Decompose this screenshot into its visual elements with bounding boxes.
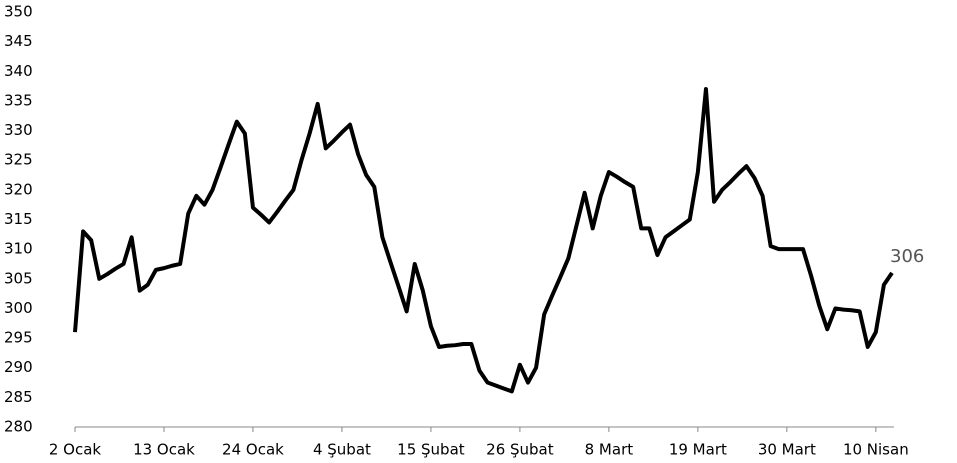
y-tick-label: 345 bbox=[4, 32, 33, 50]
y-tick-label: 340 bbox=[4, 62, 33, 80]
y-tick-label: 285 bbox=[4, 388, 33, 406]
y-tick-label: 350 bbox=[4, 3, 33, 21]
y-tick-label: 325 bbox=[4, 151, 33, 169]
y-tick-label: 330 bbox=[4, 121, 33, 139]
x-tick-label: 4 Şubat bbox=[313, 441, 371, 459]
x-tick-label: 30 Mart bbox=[758, 441, 816, 459]
y-tick-label: 305 bbox=[4, 269, 33, 287]
y-tick-label: 300 bbox=[4, 299, 33, 317]
x-tick-label: 2 Ocak bbox=[49, 441, 102, 459]
y-tick-label: 290 bbox=[4, 358, 33, 376]
x-tick-label: 13 Ocak bbox=[133, 441, 195, 459]
x-tick-label: 19 Mart bbox=[669, 441, 727, 459]
y-tick-label: 295 bbox=[4, 329, 33, 347]
series-line bbox=[73, 87, 894, 394]
y-tick-label: 310 bbox=[4, 240, 33, 258]
last-value-label: 306 bbox=[890, 246, 924, 267]
y-tick-label: 335 bbox=[4, 91, 33, 109]
x-tick-label: 15 Şubat bbox=[397, 441, 465, 459]
y-tick-label: 280 bbox=[4, 418, 33, 436]
x-tick-label: 24 Ocak bbox=[222, 441, 284, 459]
y-tick-label: 320 bbox=[4, 180, 33, 198]
y-tick-label: 315 bbox=[4, 210, 33, 228]
x-tick-label: 10 Nisan bbox=[843, 441, 909, 459]
x-tick-label: 8 Mart bbox=[585, 441, 634, 459]
x-tick-label: 26 Şubat bbox=[486, 441, 554, 459]
